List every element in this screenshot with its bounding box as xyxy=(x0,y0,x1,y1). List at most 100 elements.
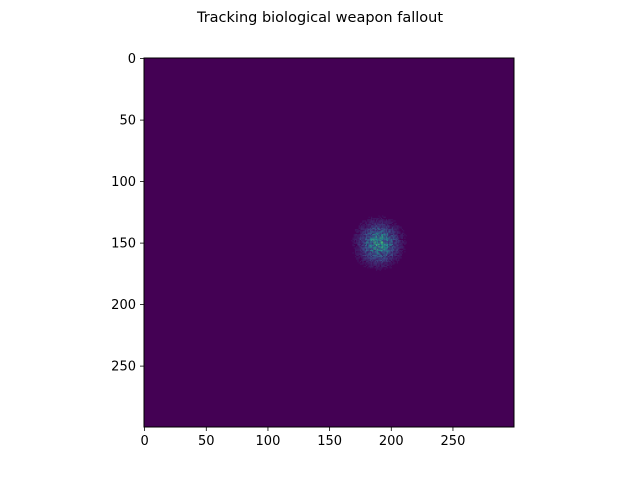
heatmap-cell xyxy=(361,236,363,238)
heatmap-cell xyxy=(370,262,373,264)
heatmap-cell xyxy=(385,246,388,248)
heatmap-cell xyxy=(389,225,391,227)
heatmap-cell xyxy=(396,228,399,231)
heatmap-cell xyxy=(373,244,375,247)
heatmap-cell xyxy=(391,246,394,248)
heatmap-cell xyxy=(395,237,397,239)
heatmap-cell xyxy=(385,230,388,232)
heatmap-cell xyxy=(384,260,386,263)
heatmap-cell xyxy=(391,259,394,261)
heatmap-cell xyxy=(393,258,395,260)
heatmap-cell xyxy=(377,253,379,255)
heatmap-cell xyxy=(375,233,378,236)
heatmap-cell xyxy=(388,248,390,250)
heatmap-cell xyxy=(389,253,391,255)
heatmap-cell xyxy=(382,235,384,237)
heatmap-cell xyxy=(362,247,364,249)
heatmap-cell xyxy=(403,247,405,249)
heatmap-cell xyxy=(362,242,364,244)
heatmap-cell xyxy=(368,254,370,257)
heatmap-cell xyxy=(363,257,365,259)
heatmap-cell xyxy=(389,247,391,249)
heatmap-cell xyxy=(400,240,402,242)
heatmap-cell xyxy=(382,224,384,226)
heatmap-cell xyxy=(364,256,367,258)
heatmap-cell xyxy=(375,240,378,242)
heatmap-cell xyxy=(396,236,399,238)
heatmap-cell xyxy=(390,267,392,269)
heatmap-cell xyxy=(393,235,395,237)
heatmap-cell xyxy=(378,259,380,261)
heatmap-cell xyxy=(386,242,389,244)
heatmap-cell xyxy=(380,224,383,226)
heatmap-cell xyxy=(370,217,373,220)
heatmap-cell xyxy=(385,262,388,264)
heatmap-cell xyxy=(378,262,380,264)
heatmap-cell xyxy=(384,251,386,253)
heatmap-cell xyxy=(373,221,375,223)
heatmap-cell xyxy=(366,246,368,248)
heatmap-cell xyxy=(378,253,380,255)
heatmap-cell xyxy=(366,231,368,233)
heatmap-cell xyxy=(363,252,365,254)
heatmap-cell xyxy=(377,244,379,247)
heatmap-cell xyxy=(404,242,406,244)
heatmap-cell xyxy=(377,257,379,259)
heatmap-cell xyxy=(379,246,381,248)
heatmap-cell xyxy=(394,254,396,257)
heatmap-cell xyxy=(391,263,394,265)
heatmap-cell xyxy=(354,230,357,232)
heatmap-cell xyxy=(382,240,384,242)
heatmap-cell xyxy=(390,222,392,225)
heatmap-cell xyxy=(363,226,365,228)
heatmap-cell xyxy=(359,244,362,247)
heatmap-cell xyxy=(372,264,374,266)
heatmap-cell xyxy=(374,236,376,238)
heatmap-cell xyxy=(374,267,376,269)
heatmap-cell xyxy=(361,247,363,249)
heatmap-cell xyxy=(395,233,397,236)
heatmap-cell xyxy=(384,268,386,270)
heatmap-cell xyxy=(388,238,390,241)
heatmap-cell xyxy=(374,241,376,243)
heatmap-cell xyxy=(379,251,381,253)
heatmap-cell xyxy=(368,259,370,261)
heatmap-cell xyxy=(382,219,384,221)
heatmap-cell xyxy=(380,258,383,260)
heatmap-cell xyxy=(373,227,375,230)
heatmap-cell xyxy=(395,257,397,259)
heatmap-cell xyxy=(393,252,395,254)
heatmap-cell xyxy=(362,228,364,231)
heatmap-cell xyxy=(378,237,380,239)
heatmap-cell xyxy=(370,265,373,268)
heatmap-cell xyxy=(391,251,394,253)
heatmap-cell xyxy=(388,242,390,244)
heatmap-cell xyxy=(373,253,375,255)
heatmap-cell xyxy=(363,227,365,230)
heatmap-cell xyxy=(401,246,404,248)
heatmap-cell xyxy=(361,251,363,253)
heatmap-cell xyxy=(396,249,399,252)
heatmap-cell xyxy=(394,246,396,248)
heatmap-cell xyxy=(377,248,379,250)
heatmap-cell xyxy=(395,227,397,230)
heatmap-cell xyxy=(399,243,401,246)
heatmap-cell xyxy=(367,259,369,261)
heatmap-cell xyxy=(367,256,369,258)
heatmap-cell xyxy=(384,231,386,233)
heatmap-cell xyxy=(388,240,390,242)
heatmap-cell xyxy=(368,243,370,246)
heatmap-cell xyxy=(364,249,367,252)
heatmap-cell xyxy=(390,221,392,223)
heatmap-cell xyxy=(361,256,363,258)
heatmap-cell xyxy=(379,258,381,260)
heatmap-cell xyxy=(359,222,362,225)
heatmap-cell xyxy=(359,263,362,265)
heatmap-cell xyxy=(383,230,385,232)
heatmap-cell xyxy=(393,259,395,261)
heatmap-cell xyxy=(368,226,370,228)
heatmap-cell xyxy=(398,231,400,233)
heatmap-cell xyxy=(379,232,381,234)
heatmap-cell xyxy=(380,252,383,254)
heatmap-cell xyxy=(358,237,360,239)
